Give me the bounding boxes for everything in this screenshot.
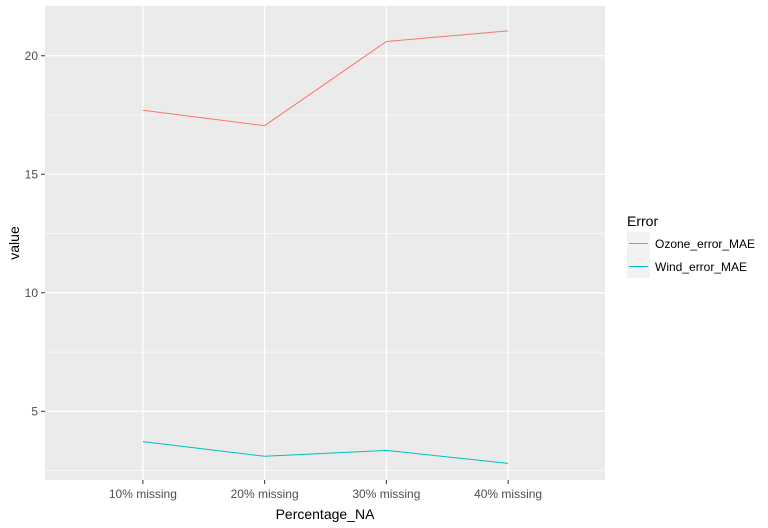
legend-label: Wind_error_MAE	[655, 260, 747, 274]
x-tick-label: 30% missing	[352, 487, 420, 501]
y-axis-ticks: 5 10 15 20	[25, 49, 45, 418]
x-axis-title: Percentage_NA	[276, 506, 376, 522]
x-tick-label: 40% missing	[474, 487, 542, 501]
legend-title: Error	[627, 213, 658, 229]
series-line-ozone-error-mae	[142, 30, 509, 127]
legend-label: Ozone_error_MAE	[655, 237, 755, 251]
x-axis-ticks: 10% missing 20% missing 30% missing 40% mis…	[109, 480, 542, 501]
y-tick-label: 5	[31, 404, 38, 418]
series-line-wind-error-mae	[142, 441, 509, 464]
y-axis-title: value	[6, 226, 22, 260]
grid-minor	[45, 114, 605, 471]
plot-panel	[45, 6, 605, 480]
legend: Error Ozone_error_MAE Wind_error_MAE	[627, 213, 755, 278]
y-tick-label: 15	[25, 167, 39, 181]
y-tick-label: 10	[25, 286, 39, 300]
grid-major	[45, 6, 605, 480]
legend-items: Ozone_error_MAE Wind_error_MAE	[627, 232, 755, 278]
x-tick-label: 20% missing	[231, 487, 299, 501]
x-tick-label: 10% missing	[109, 487, 177, 501]
y-tick-label: 20	[25, 49, 39, 63]
series-lines	[142, 30, 509, 464]
